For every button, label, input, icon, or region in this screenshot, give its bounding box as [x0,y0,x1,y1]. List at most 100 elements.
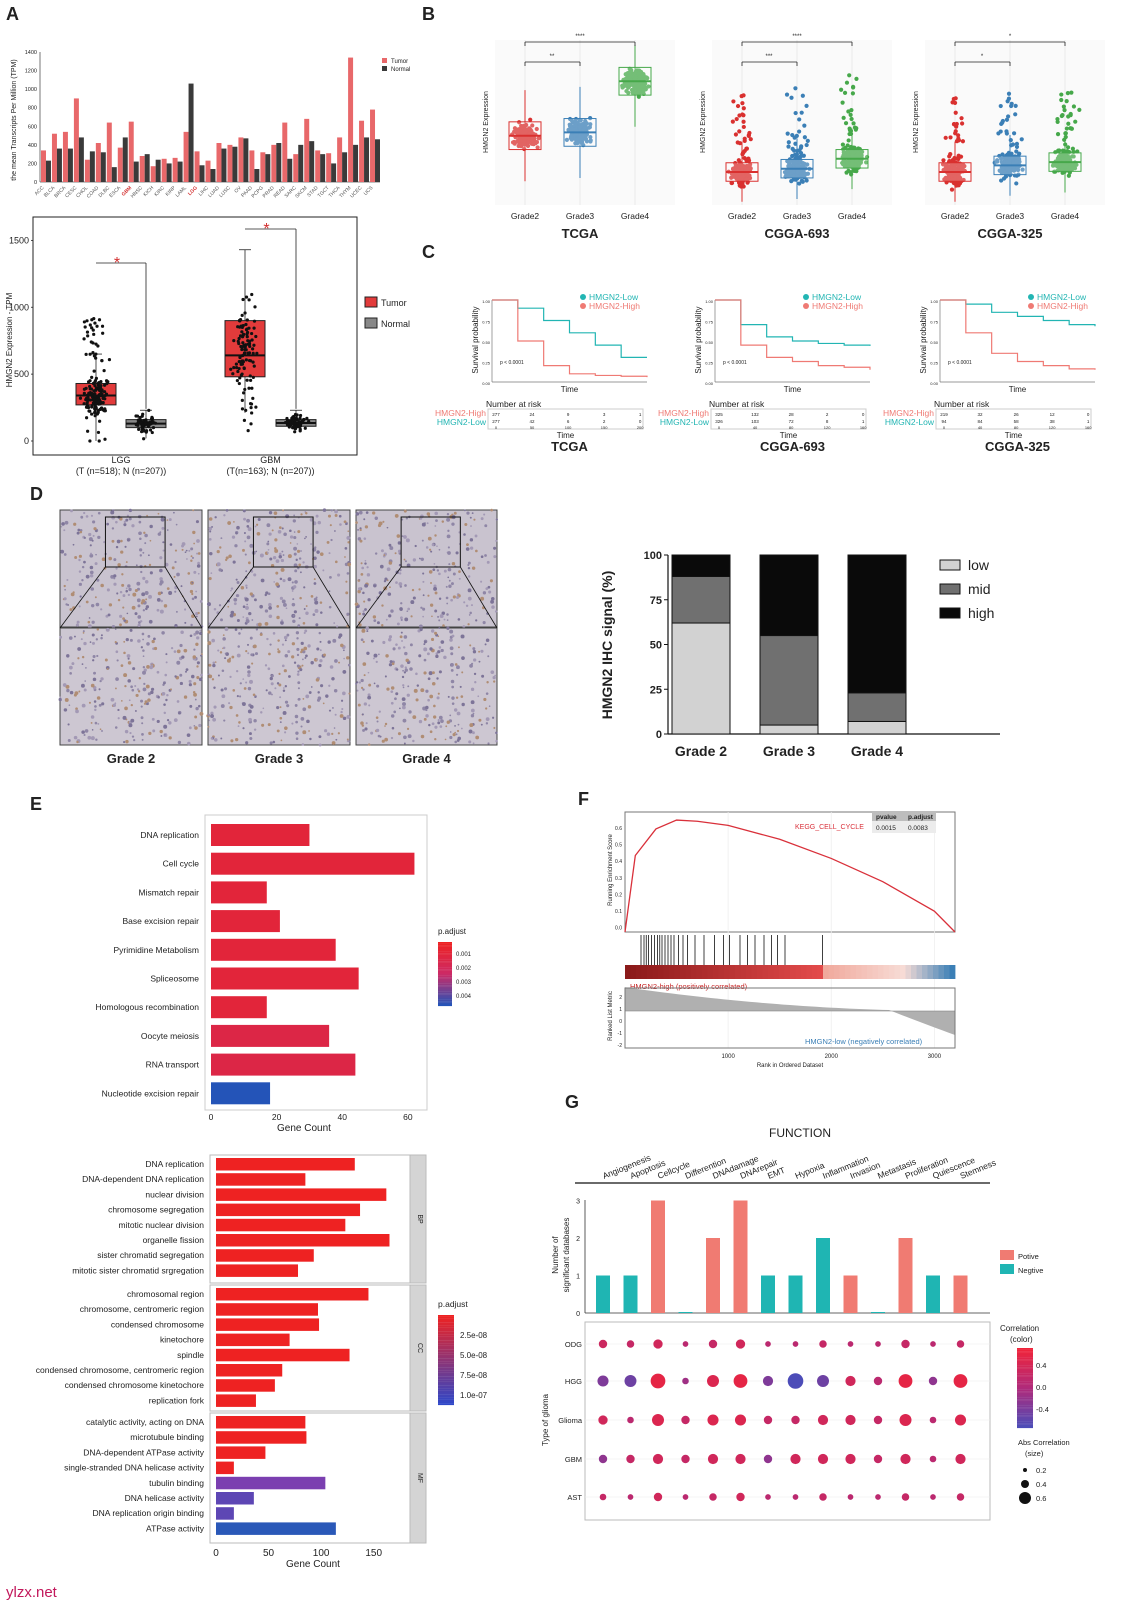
rank-heat-step [740,965,747,979]
ihc-texture [89,574,94,578]
x-axis-label: Rank in Ordered Dataset [757,1063,824,1069]
ihc-texture [153,637,156,641]
ihc-texture [305,512,308,515]
bar [926,1275,940,1313]
ihc-texture [422,572,425,575]
data-point [588,134,593,140]
positive-label: HMGN2-high (positively correlated) [630,982,748,991]
ihc-texture [122,606,125,609]
ihc-texture [364,525,369,529]
ihc-texture [362,640,365,644]
ihc-texture [298,557,302,560]
correlation-dot [900,1453,911,1465]
category-label: condensed chromosome, centromeric region [36,1365,204,1375]
ihc-texture [235,738,239,742]
correlation-dot [928,1376,938,1386]
ihc-texture [467,623,470,626]
colorbar-tick: 0.0 [1036,1383,1046,1392]
data-point [245,378,249,382]
colorbar-step [438,1345,454,1348]
ihc-texture [183,648,188,653]
ihc-texture [471,566,476,570]
ihc-texture [235,714,239,717]
ihc-texture [192,509,195,512]
ihc-texture [390,690,394,694]
bar-tumor [84,159,90,182]
ihc-texture [121,583,125,587]
ihc-texture [137,604,141,608]
data-point [239,324,243,328]
ihc-texture [124,685,127,688]
ihc-texture [117,563,121,567]
bar [211,1082,271,1105]
ihc-texture [146,664,150,669]
ihc-texture [199,629,202,632]
ihc-texture [276,615,280,620]
legend-swatch-positive [1000,1250,1014,1260]
data-point [998,129,1003,134]
ihc-texture [375,716,379,719]
data-point [96,399,100,404]
ihc-texture [123,640,126,643]
data-point [88,439,92,443]
bar [211,967,359,990]
size-legend-dot [1019,1492,1031,1504]
data-point [240,398,244,402]
rank-heat-step [702,965,708,979]
ihc-texture [114,702,117,705]
correlation-dot [845,1414,856,1426]
ihc-texture [131,524,135,528]
ihc-texture [223,719,226,722]
ihc-texture [272,740,276,744]
ihc-texture [346,535,351,540]
data-point [786,144,791,149]
ihc-texture [439,725,443,728]
data-point [98,419,102,423]
ihc-texture [268,606,272,610]
y-tick-label: 0 [24,436,29,446]
colorbar-step [438,967,452,970]
ihc-texture [427,536,432,541]
ihc-texture [188,683,192,687]
ihc-texture [429,730,433,734]
ihc-texture [119,623,122,627]
ihc-texture [218,568,222,572]
ihc-texture [384,675,387,678]
ihc-texture [213,705,217,709]
risk-cell: 0 [862,412,865,417]
ihc-texture [123,651,126,655]
ihc-texture [223,687,228,691]
colorbar-step [438,1315,454,1317]
data-point [802,135,807,140]
legend-tumor: Tumor [381,298,407,308]
ihc-texture [390,701,394,705]
x-tick-label: UCEC [349,185,364,200]
data-point [287,425,291,429]
colorbar-step [1017,1364,1033,1366]
ihc-texture [200,654,203,657]
ihc-texture [427,594,430,597]
ihc-texture [181,548,184,551]
ihc-texture [196,564,201,568]
ihc-texture [238,632,241,635]
ihc-texture [229,705,233,710]
correlation-dot [817,1453,829,1465]
ihc-texture [166,693,169,697]
data-point [295,413,299,417]
ihc-texture [342,670,347,674]
y-tick-label: 25 [650,684,662,696]
ihc-texture [138,531,142,535]
ihc-texture [130,703,133,707]
data-point [238,376,242,380]
ihc-texture [440,640,445,644]
ihc-texture [236,618,240,622]
ihc-texture [163,682,166,685]
x-axis-label: Gene Count [286,1559,340,1570]
colorbar-step [438,948,452,951]
ihc-texture [297,687,300,690]
data-point [86,396,90,400]
ihc-texture [338,661,341,664]
data-point [153,421,158,425]
colorbar-step [438,964,452,967]
ihc-texture [393,710,397,714]
